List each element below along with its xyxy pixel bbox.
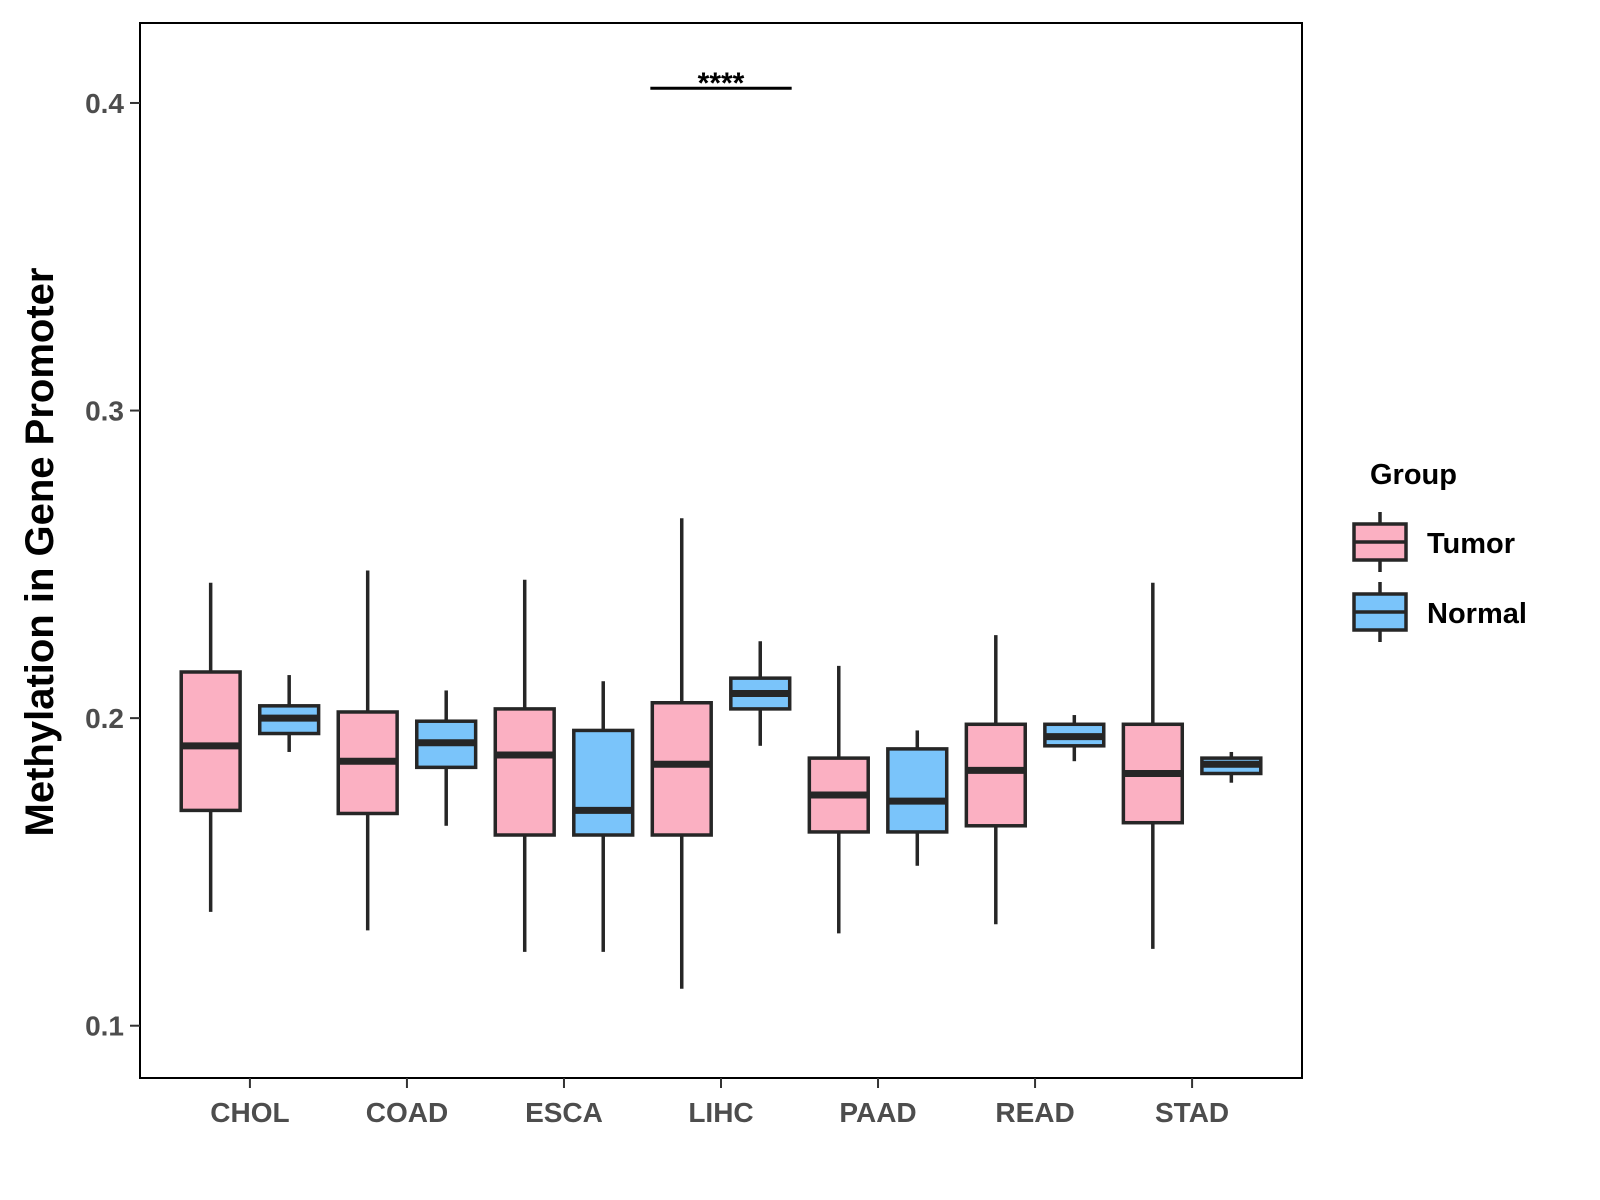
x-axis: CHOL COAD ESCA LIHC PAAD READ STAD — [210, 1078, 1229, 1128]
legend-item-normal: Normal — [1352, 582, 1527, 642]
box-iqr — [179, 670, 242, 813]
box-tumor-read — [964, 635, 1027, 925]
y-axis-title: Methylation in Gene Promoter — [18, 268, 62, 837]
box-iqr — [964, 722, 1027, 828]
x-tick-label-stad: STAD — [1155, 1097, 1229, 1128]
legend-title: Group — [1370, 459, 1457, 491]
legend-label-tumor: Tumor — [1427, 528, 1515, 560]
box-iqr — [886, 747, 949, 834]
legend-label-normal: Normal — [1427, 598, 1527, 630]
x-tick-label-read: READ — [995, 1097, 1074, 1128]
box-tumor-lihc — [650, 518, 713, 989]
box-tumor-coad — [336, 570, 399, 931]
box-normal-esca — [572, 681, 635, 952]
y-tick-label: 0.1 — [85, 1011, 124, 1042]
box-iqr — [572, 728, 635, 837]
box-normal-read — [1043, 715, 1106, 762]
y-tick-label: 0.4 — [85, 88, 124, 119]
legend-item-tumor: Tumor — [1352, 512, 1515, 572]
y-axis: 0.1 0.2 0.3 0.4 — [85, 88, 140, 1042]
significance-stars: **** — [698, 67, 745, 100]
x-tick-label-paad: PAAD — [839, 1097, 916, 1128]
x-tick-label-lihc: LIHC — [688, 1097, 753, 1128]
box-normal-paad — [886, 730, 949, 866]
box-iqr — [493, 707, 556, 837]
legend: Group Tumor Normal — [1352, 459, 1527, 642]
x-tick-label-esca: ESCA — [525, 1097, 603, 1128]
box-tumor-stad — [1121, 582, 1185, 949]
box-tumor-esca — [493, 579, 556, 952]
box-tumor-chol — [179, 582, 242, 912]
box-tumor-paad — [807, 665, 870, 934]
y-tick-label: 0.2 — [85, 703, 124, 734]
x-tick-label-chol: CHOL — [210, 1097, 289, 1128]
y-tick-label: 0.3 — [85, 396, 124, 427]
plot-panel — [139, 22, 1303, 1079]
box-series-group — [179, 518, 1263, 989]
box-iqr — [650, 701, 713, 837]
box-normal-lihc — [729, 641, 792, 746]
box-normal-chol — [257, 675, 321, 752]
box-normal-stad — [1200, 751, 1263, 783]
box-normal-coad — [415, 690, 478, 826]
x-tick-label-coad: COAD — [366, 1097, 448, 1128]
significance-annotations: **** — [650, 67, 792, 100]
